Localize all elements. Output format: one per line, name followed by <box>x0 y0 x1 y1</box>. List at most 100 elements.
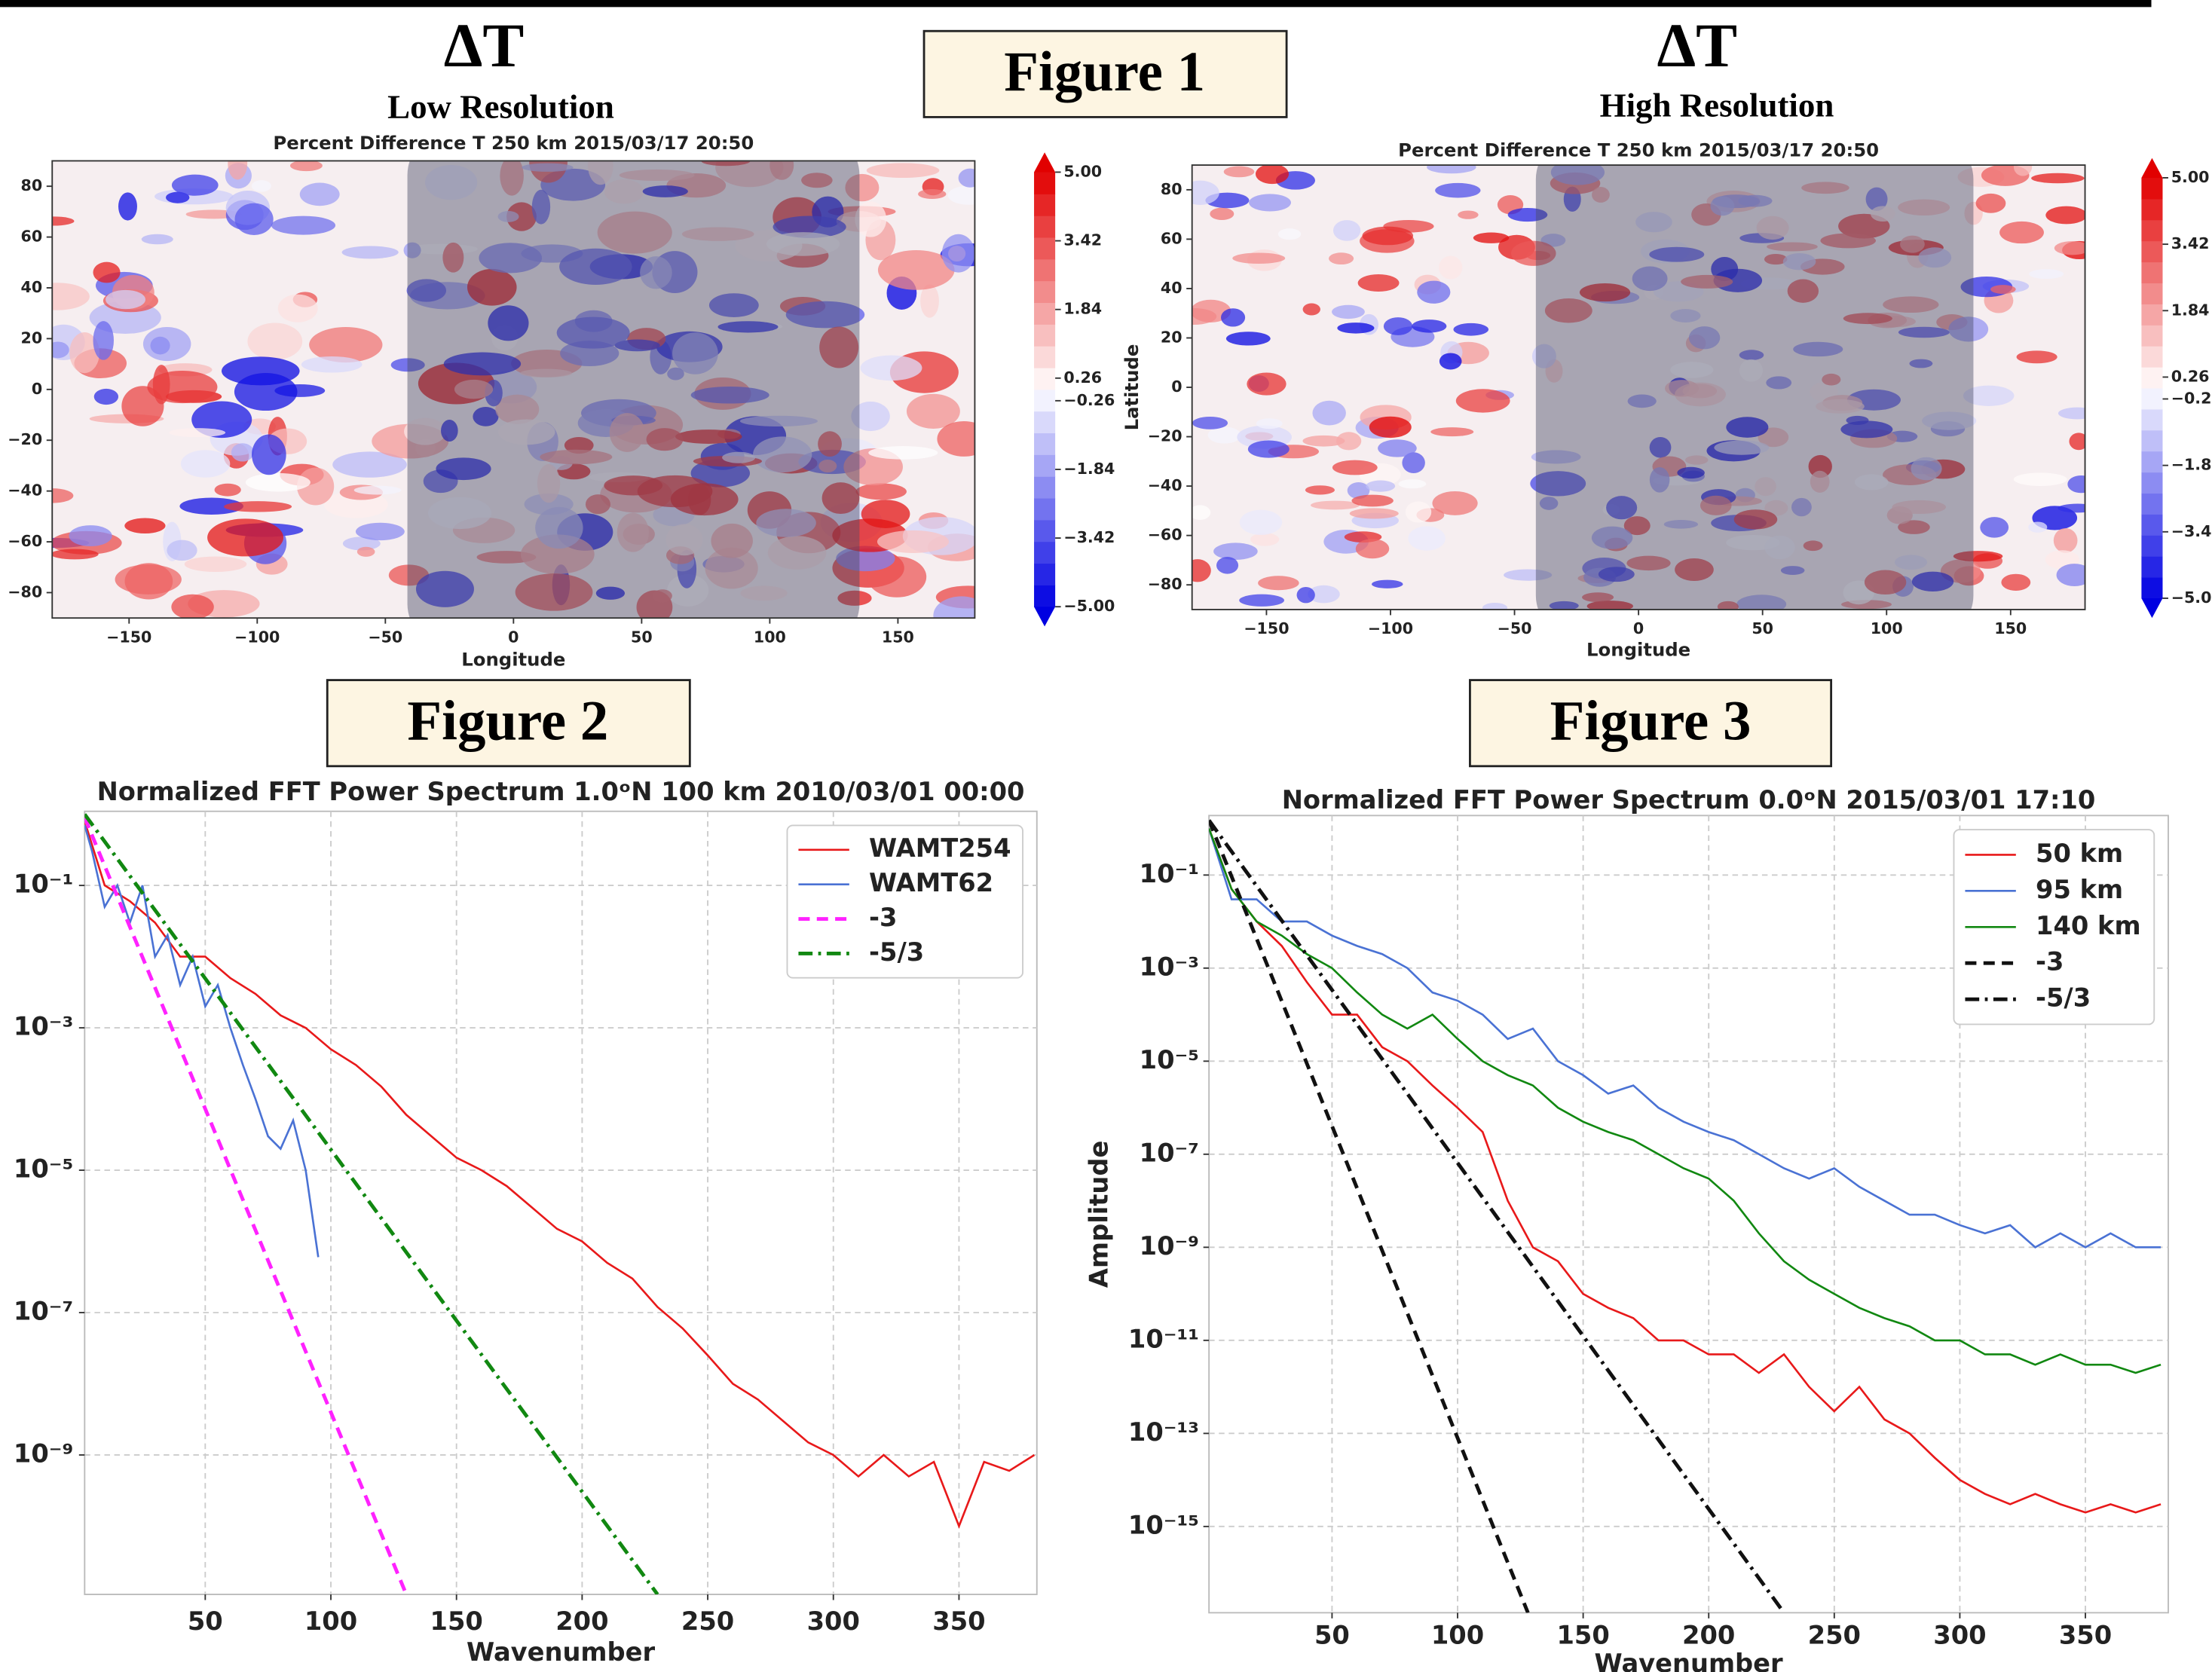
y-tick-label: −80 <box>8 582 42 601</box>
field-blob <box>1700 495 1732 515</box>
x-axis-label: Longitude <box>461 648 565 670</box>
field-blob <box>341 246 399 259</box>
field-blob <box>1398 479 1427 489</box>
x-tick-label: 300 <box>1933 1621 1986 1650</box>
field-blob <box>1308 585 1340 604</box>
field-blob <box>1430 427 1474 437</box>
field-blob <box>1898 199 1950 216</box>
y-tick-label: 10⁻⁵ <box>14 1154 73 1184</box>
field-blob <box>1207 426 1241 444</box>
field-blob <box>180 450 231 478</box>
field-blob <box>301 356 363 373</box>
field-blob <box>2054 241 2085 255</box>
field-blob <box>1329 252 1354 265</box>
y-tick-label: 40 <box>21 278 43 296</box>
field-blob <box>2067 475 2085 494</box>
x-tick-label: 100 <box>1871 619 1903 637</box>
field-blob <box>1787 279 1819 303</box>
field-blob <box>947 185 975 205</box>
colorbar-tick-label: −1.8 <box>2171 456 2212 474</box>
field-blob <box>454 379 494 399</box>
field-blob <box>2057 503 2085 513</box>
field-blob <box>224 501 292 512</box>
field-blob <box>1337 322 1375 334</box>
field-blob <box>1417 280 1451 304</box>
y-tick-label: 10⁻⁹ <box>14 1438 73 1468</box>
field-blob <box>855 201 887 237</box>
x-axis-label: Wavenumber <box>1595 1649 1783 1672</box>
field-blob <box>2029 269 2064 280</box>
field-blob <box>740 585 788 601</box>
field-blob <box>1682 384 1718 399</box>
field-blob <box>428 497 492 530</box>
field-blob <box>1582 592 1614 603</box>
field-blob <box>708 293 759 318</box>
field-blob <box>184 556 247 573</box>
field-blob <box>1767 242 1818 252</box>
field-blob <box>1250 533 1280 546</box>
y-tick-label: 10⁻¹ <box>14 870 73 899</box>
x-tick-label: 0 <box>508 628 519 646</box>
field-blob <box>1210 207 1234 221</box>
series-line <box>1209 828 2162 1514</box>
colorbar-band <box>1034 541 1056 564</box>
field-blob <box>1362 226 1414 246</box>
field-blob <box>1663 520 1699 529</box>
x-tick-label: 0 <box>1633 619 1644 637</box>
field-blob <box>877 530 950 553</box>
field-blob <box>1531 450 1581 464</box>
field-blob <box>1530 471 1586 497</box>
field-blob <box>1736 595 1787 610</box>
colorbar-band <box>1034 367 1056 390</box>
colorbar-band <box>1034 172 1056 194</box>
field-blob <box>495 394 540 424</box>
y-tick-label: −40 <box>1148 476 1182 494</box>
field-blob <box>1670 309 1701 322</box>
field-blob <box>1531 344 1556 368</box>
x-tick-label: −100 <box>234 628 280 646</box>
field-blob <box>614 339 660 352</box>
field-blob <box>1332 460 1378 475</box>
chart-title: Normalized FFT Power Spectrum 0.0ᵒN 2015… <box>1282 785 2096 815</box>
y-tick-label: 10⁻⁹ <box>1140 1231 1199 1261</box>
field-blob <box>147 371 218 404</box>
field-blob <box>855 483 907 500</box>
field-blob <box>801 173 833 188</box>
field-blob <box>388 564 430 586</box>
field-blob <box>443 352 522 376</box>
field-blob <box>540 449 613 465</box>
field-blob <box>166 191 190 203</box>
field-blob <box>537 463 561 503</box>
field-blob <box>171 594 214 619</box>
field-blob <box>1726 417 1769 438</box>
legend-box <box>786 824 1023 979</box>
colorbar-band <box>2141 556 2163 578</box>
field-blob <box>1999 221 2044 244</box>
field-blob <box>207 518 284 557</box>
colorbar-band <box>2141 493 2163 515</box>
field-blob <box>1332 220 1361 241</box>
colorbar-band <box>2141 198 2163 221</box>
field-blob <box>1192 559 1211 582</box>
field-blob <box>1755 477 1776 497</box>
colorbar-tick-label: −5.0 <box>2171 588 2212 607</box>
colorbar-band <box>2141 304 2163 326</box>
series-group <box>84 813 1036 1595</box>
colorbar-band <box>1034 585 1056 607</box>
field-blob <box>1347 482 1370 500</box>
field-blob <box>640 256 672 289</box>
x-tick-label: 350 <box>2059 1621 2112 1650</box>
legend-label: WAMT254 <box>869 833 1011 863</box>
field-blob <box>1355 539 1390 559</box>
field-blob <box>1975 193 2006 213</box>
field-blob <box>1846 415 1869 426</box>
y-tick-label: 10⁻⁷ <box>14 1296 73 1325</box>
figure-box <box>326 679 691 768</box>
field-blob <box>93 261 121 283</box>
series-line <box>84 821 1036 1529</box>
field-blob <box>705 547 758 589</box>
y-tick-label: 10⁻⁷ <box>1140 1138 1199 1167</box>
field-blob <box>701 160 751 167</box>
field-blob <box>609 413 645 452</box>
field-blob <box>868 446 938 460</box>
